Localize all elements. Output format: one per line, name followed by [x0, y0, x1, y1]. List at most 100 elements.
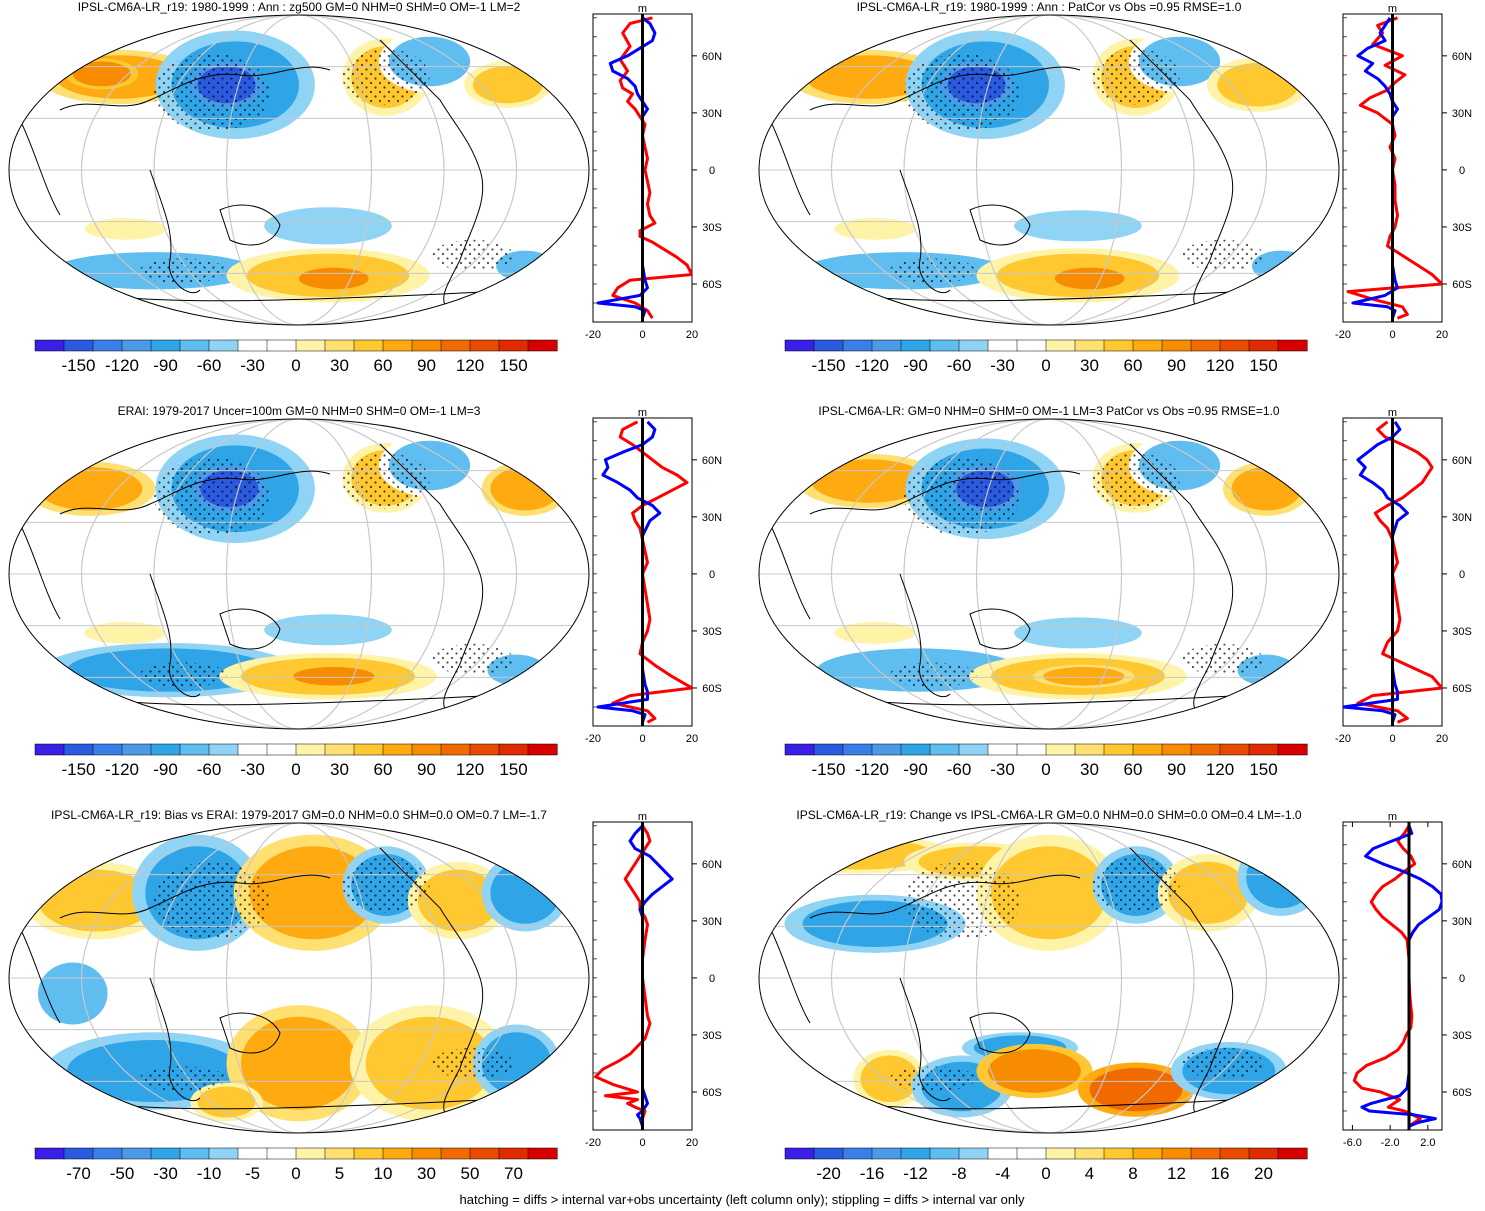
colorbar-swatch: [1074, 743, 1105, 756]
coastline: [59, 874, 331, 919]
anomaly-region: [988, 1049, 1081, 1093]
colorbar-label: 50: [461, 1164, 480, 1183]
stippling: [904, 457, 1020, 536]
longitude-line: [903, 419, 1195, 729]
colorbar-swatch: [324, 743, 355, 756]
panel-title: IPSL-CM6A-LR: GM=0 NHM=0 SHM=0 OM=-1 LM=…: [818, 404, 1279, 418]
colorbar-swatch: [1219, 1147, 1250, 1160]
lat-label: 30S: [702, 1030, 722, 1042]
colorbar-swatch: [150, 1147, 181, 1160]
panel-2: IPSL-CM6A-LR_r19: 1980-1999 : Ann : PatC…: [758, 0, 1472, 375]
coastline: [219, 204, 281, 246]
colorbar-swatch: [121, 339, 152, 352]
lat-label: 60N: [1452, 51, 1472, 63]
colorbar-swatch: [382, 743, 413, 756]
colorbar-label: -50: [110, 1164, 135, 1183]
panel-4: IPSL-CM6A-LR: GM=0 NHM=0 SHM=0 OM=-1 LM=…: [758, 404, 1472, 779]
colorbar-label: -90: [903, 356, 928, 375]
colorbar-swatch: [987, 743, 1018, 756]
profile-series-red: [594, 824, 652, 1127]
anomaly-region: [241, 1016, 357, 1110]
coastline: [899, 169, 951, 294]
anomaly-region: [805, 55, 933, 99]
x-tick-label: -6.0: [1343, 1137, 1362, 1149]
stippling: [139, 1066, 227, 1092]
stippling: [154, 53, 270, 132]
colorbar-swatch: [1132, 1147, 1163, 1160]
lat-label: 30N: [1452, 512, 1472, 524]
zonal-profile: m 60N 30N 0 30S 60S -20 0 20: [1335, 3, 1472, 341]
colorbar-swatch: [527, 1147, 558, 1160]
profile-series-blue: [1343, 420, 1409, 723]
colorbar-swatch: [900, 1147, 931, 1160]
colorbar-label: 30: [330, 760, 349, 779]
profile-unit: m: [638, 3, 647, 15]
stippling: [1182, 643, 1264, 675]
colorbar-swatch: [842, 339, 873, 352]
zonal-profile: m 60N 30N 0 30S 60S -20 0 20: [585, 3, 722, 341]
coastline: [969, 1012, 1031, 1054]
colorbar-swatch: [813, 339, 844, 352]
colorbar-swatch: [121, 743, 152, 756]
colorbar-label: -30: [153, 1164, 178, 1183]
lat-label: 30S: [1452, 222, 1472, 234]
colorbar-label: -70: [66, 1164, 91, 1183]
colorbar-swatch: [34, 339, 65, 352]
colorbar: -20 -16 -12 -8 -4 0 4 8 12 16 20: [784, 1147, 1308, 1183]
colorbar-label: -90: [903, 760, 928, 779]
panel-title: IPSL-CM6A-LR_r19: Bias vs ERAI: 1979-201…: [51, 808, 547, 822]
profile-series-blue: [628, 824, 674, 1127]
lat-label: 60N: [702, 455, 722, 467]
profile-lines: [1346, 16, 1442, 320]
anomaly-region: [1246, 846, 1316, 909]
colorbar-label: -30: [240, 760, 265, 779]
longitude-line: [831, 419, 1267, 729]
anomaly-region: [1014, 210, 1142, 242]
x-tick-label: -20: [1335, 329, 1351, 341]
longitude-line: [976, 823, 1122, 1133]
map-field: [9, 823, 589, 1133]
coastline: [1129, 847, 1234, 1114]
colorbar-swatch: [498, 743, 529, 756]
colorbar-label: -8: [951, 1164, 966, 1183]
colorbar-swatch: [266, 339, 297, 352]
colorbar-swatch: [1074, 339, 1105, 352]
lat-label: 60N: [1452, 859, 1472, 871]
stippling: [1182, 1047, 1264, 1079]
colorbar-swatch: [958, 1147, 989, 1160]
profile-unit: m: [638, 407, 647, 419]
profile-series-red: [611, 420, 692, 724]
anomaly-region: [473, 66, 543, 104]
colorbar-swatch: [1190, 1147, 1221, 1160]
coastline: [149, 573, 201, 698]
anomaly-region: [299, 267, 369, 290]
colorbar-label: -60: [197, 356, 222, 375]
anomaly-region: [84, 622, 166, 644]
anomaly-region: [1167, 861, 1250, 924]
x-tick-label: 0: [639, 1137, 645, 1149]
colorbar-swatch: [987, 1147, 1018, 1160]
stippling: [139, 662, 227, 688]
colorbar-swatch: [92, 1147, 123, 1160]
profile-unit: m: [1388, 3, 1397, 15]
x-tick-label: -20: [1335, 733, 1351, 745]
lat-label: 60S: [1452, 279, 1472, 291]
stippling: [154, 861, 270, 940]
panel-1: IPSL-CM6A-LR_r19: 1980-1999 : Ann : zg50…: [8, 0, 722, 375]
colorbar-swatch: [1248, 743, 1279, 756]
colorbar-swatch: [842, 1147, 873, 1160]
stippling: [342, 49, 430, 105]
colorbar-swatch: [411, 1147, 442, 1160]
anomaly-region: [264, 614, 392, 646]
x-tick-label: -2.0: [1381, 1137, 1400, 1149]
longitude-line: [903, 15, 1195, 325]
anomaly-region: [72, 61, 131, 87]
profile-unit: m: [1388, 407, 1397, 419]
colorbar-label: 16: [1211, 1164, 1230, 1183]
panel-title: IPSL-CM6A-LR_r19: 1980-1999 : Ann : zg50…: [78, 0, 521, 14]
panel-title: IPSL-CM6A-LR_r19: Change vs IPSL-CM6A-LR…: [796, 808, 1302, 822]
colorbar: -150 -120 -90 -60 -30 0 30 60 90 120 150: [34, 339, 558, 375]
map-border: [758, 822, 1340, 1134]
colorbar-label: -60: [947, 356, 972, 375]
